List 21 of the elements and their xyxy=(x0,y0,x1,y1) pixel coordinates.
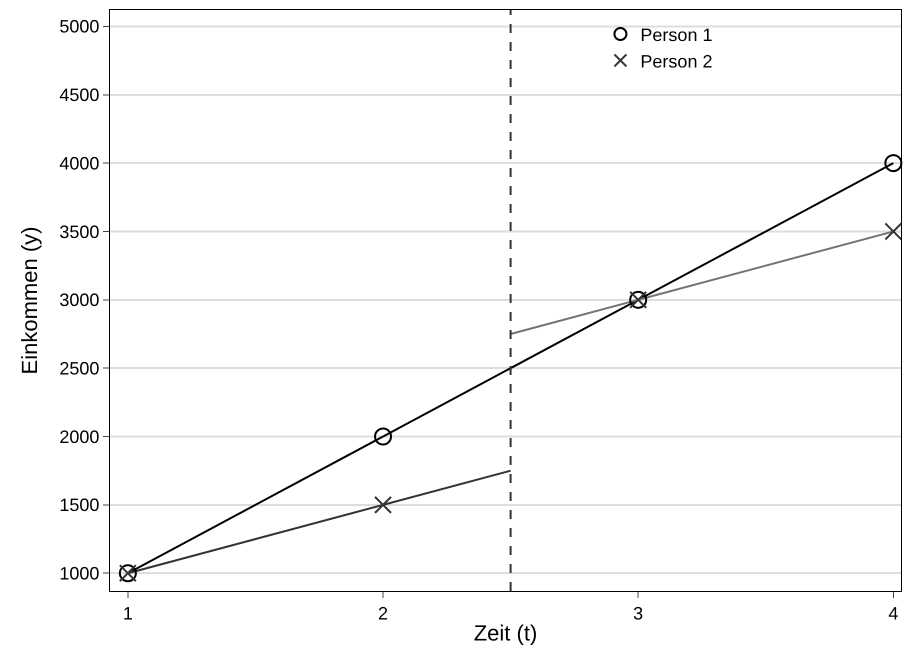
x-tick-label: 4 xyxy=(888,604,898,624)
point xyxy=(884,154,902,172)
point xyxy=(374,428,392,446)
y-tick-label: 2000 xyxy=(59,426,100,447)
x-tick-label: 1 xyxy=(122,604,133,624)
x-tick-label: 3 xyxy=(633,604,644,624)
y-tick-label: 3500 xyxy=(59,222,100,242)
x-tick-label: 2 xyxy=(378,604,388,624)
y-tick-label: 5000 xyxy=(59,16,100,37)
point xyxy=(374,496,392,514)
legend-label: Person 1 xyxy=(640,25,712,46)
y-tick-label: 4500 xyxy=(59,85,100,106)
y-tick-label: 1500 xyxy=(59,495,100,516)
y-tick-label: 1000 xyxy=(59,564,100,584)
point xyxy=(884,222,902,240)
y-tick-label: 3000 xyxy=(59,290,100,310)
y-axis-title: Einkommen (y) xyxy=(17,226,42,374)
x-axis-title: Zeit (t) xyxy=(474,620,538,646)
y-tick-label: 4000 xyxy=(59,153,100,174)
y-tick-label: 2500 xyxy=(59,358,100,378)
legend-label: Person 2 xyxy=(640,51,712,72)
